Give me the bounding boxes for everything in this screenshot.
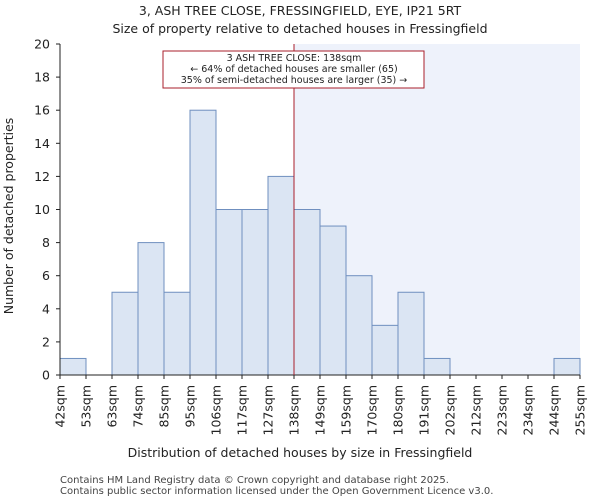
- x-tick-label: 170sqm: [365, 385, 380, 435]
- y-tick-label: 18: [34, 70, 50, 85]
- x-tick-label: 159sqm: [339, 385, 354, 435]
- bar-63sqm: [111, 291, 139, 376]
- y-axis-label: Number of detached properties: [1, 118, 16, 315]
- annotation-line-3: 35% of semi-detached houses are larger (…: [181, 75, 408, 86]
- x-tick-label: 255sqm: [573, 385, 588, 435]
- x-tick-label: 202sqm: [443, 385, 458, 435]
- x-tick-label: 42sqm: [53, 385, 68, 428]
- x-tick-label: 191sqm: [417, 385, 432, 435]
- bar-149sqm: [319, 225, 347, 376]
- bar-244sqm: [553, 357, 581, 376]
- bar-127sqm: [267, 175, 295, 376]
- bar-180sqm: [397, 291, 425, 376]
- bar-138sqm: [293, 209, 321, 376]
- y-tick-label: 2: [42, 334, 50, 349]
- x-tick-label: 117sqm: [235, 385, 250, 435]
- annotation-line-2: ← 64% of detached houses are smaller (65…: [190, 64, 397, 75]
- annotation-line-1: 3 ASH TREE CLOSE: 138sqm: [227, 53, 362, 64]
- y-tick-label: 0: [42, 368, 50, 383]
- x-tick-label: 223sqm: [495, 385, 510, 435]
- x-tick-label: 127sqm: [261, 385, 276, 435]
- y-tick-label: 20: [34, 37, 50, 52]
- bar-159sqm: [345, 275, 373, 376]
- chart-subtitle: Size of property relative to detached ho…: [112, 21, 487, 36]
- x-tick-label: 106sqm: [209, 385, 224, 435]
- y-tick-label: 6: [42, 268, 50, 283]
- x-tick-label: 63sqm: [105, 385, 120, 428]
- y-tick-label: 10: [34, 202, 50, 217]
- x-tick-label: 138sqm: [287, 385, 302, 435]
- y-tick-label: 4: [42, 301, 50, 316]
- x-tick-label: 95sqm: [183, 385, 198, 428]
- y-tick-label: 16: [34, 103, 50, 118]
- x-tick-label: 234sqm: [521, 385, 536, 435]
- chart-title: 3, ASH TREE CLOSE, FRESSINGFIELD, EYE, I…: [139, 3, 462, 18]
- x-tick-label: 212sqm: [469, 385, 484, 435]
- bar-74sqm: [137, 242, 165, 376]
- bar-117sqm: [241, 209, 269, 376]
- x-tick-label: 74sqm: [131, 385, 146, 428]
- y-tick-label: 12: [34, 169, 50, 184]
- bar-106sqm: [215, 209, 243, 376]
- bar-170sqm: [371, 324, 399, 376]
- bar-42sqm: [59, 357, 87, 376]
- bar-85sqm: [163, 291, 191, 376]
- annotation-box: [162, 50, 425, 89]
- bar-191sqm: [423, 357, 451, 376]
- x-tick-label: 85sqm: [157, 385, 172, 428]
- x-tick-label: 180sqm: [391, 385, 406, 435]
- footer-line-1: Contains HM Land Registry data © Crown c…: [60, 475, 449, 486]
- x-tick-label: 149sqm: [313, 385, 328, 435]
- bar-95sqm: [189, 109, 217, 376]
- footer-line-2: Contains public sector information licen…: [60, 486, 493, 497]
- x-tick-label: 244sqm: [547, 385, 562, 435]
- y-tick-label: 8: [42, 235, 50, 250]
- y-tick-label: 14: [34, 136, 50, 151]
- x-axis-label: Distribution of detached houses by size …: [128, 445, 473, 460]
- x-tick-label: 53sqm: [79, 385, 94, 428]
